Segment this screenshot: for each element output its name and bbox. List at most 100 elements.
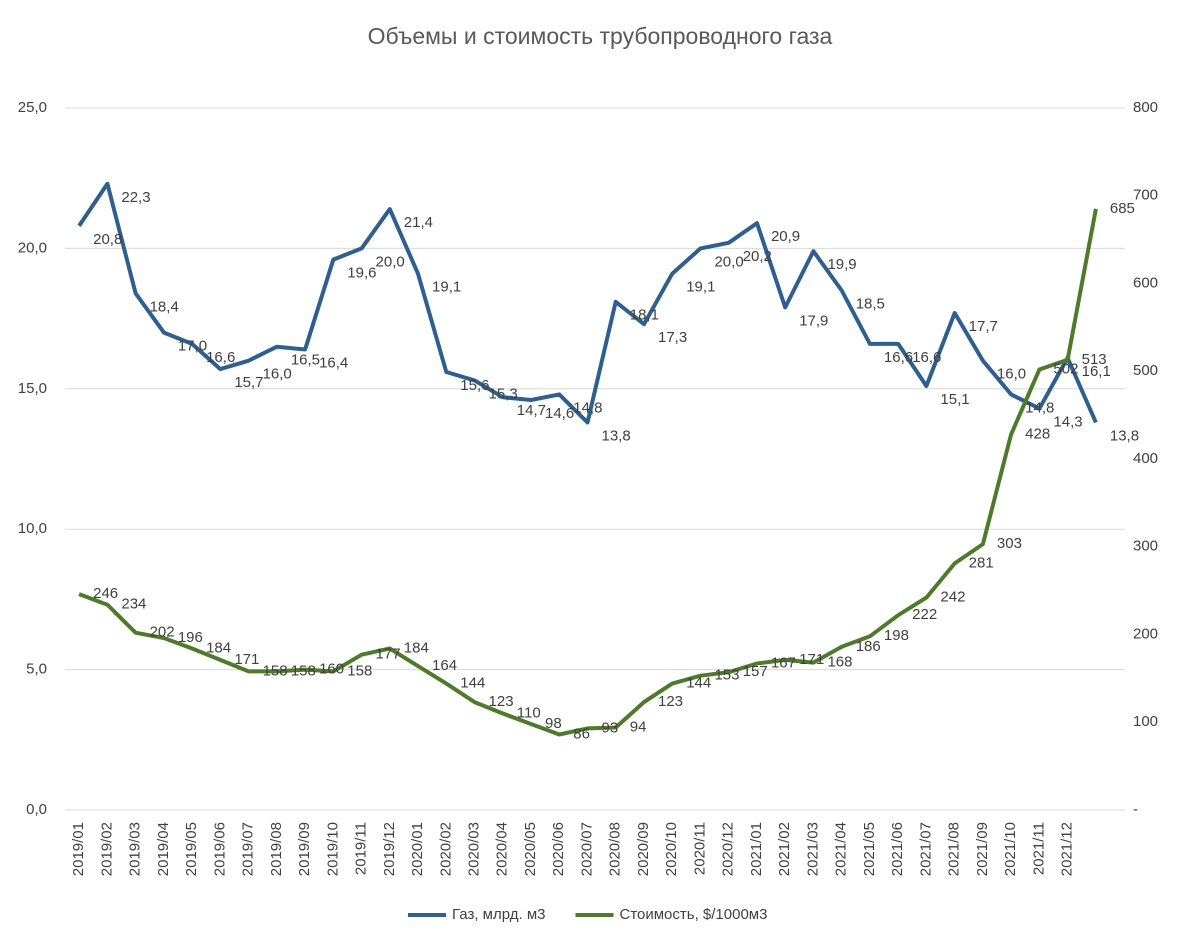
data-label: 144 xyxy=(460,675,485,692)
x-tick-label: 2020/10 xyxy=(663,822,680,876)
data-label: 281 xyxy=(969,554,994,571)
data-label: 158 xyxy=(291,662,316,679)
x-tick-label: 2020/09 xyxy=(635,822,652,876)
data-label: 93 xyxy=(602,719,619,736)
data-label: 16,6 xyxy=(912,349,941,366)
x-tick-label: 2019/08 xyxy=(268,822,285,876)
data-label: 222 xyxy=(912,606,937,623)
x-tick-label: 2021/05 xyxy=(861,822,878,876)
data-label: 513 xyxy=(1082,351,1107,368)
data-label: 157 xyxy=(743,663,768,680)
y-tick-label: 700 xyxy=(1133,187,1158,204)
x-tick-label: 2021/11 xyxy=(1030,822,1047,875)
series-line xyxy=(78,208,1098,737)
data-label: 186 xyxy=(856,638,881,655)
data-label: 20,0 xyxy=(714,253,743,270)
x-tick-label: 2021/06 xyxy=(889,822,906,876)
data-label: 168 xyxy=(827,654,852,671)
x-tick-label: 2020/05 xyxy=(522,822,539,876)
data-label: 86 xyxy=(573,726,590,743)
x-tick-label: 2019/12 xyxy=(381,822,398,876)
x-tick-label: 2020/04 xyxy=(494,822,511,876)
data-label: 123 xyxy=(658,693,683,710)
data-label: 184 xyxy=(404,640,429,657)
y-tick-label: 0,0 xyxy=(26,801,47,818)
data-label: 22,3 xyxy=(121,189,150,206)
data-label: 16,6 xyxy=(206,349,235,366)
y-tick-label: 600 xyxy=(1133,274,1158,291)
x-tick-label: 2020/01 xyxy=(409,822,426,876)
data-label: 242 xyxy=(940,589,965,606)
data-label: 14,3 xyxy=(1053,413,1082,430)
data-label: 17,7 xyxy=(969,318,998,335)
x-tick-label: 2021/01 xyxy=(748,822,765,876)
x-tick-label: 2019/02 xyxy=(98,822,115,876)
data-label: 123 xyxy=(489,693,514,710)
data-label: 164 xyxy=(432,657,457,674)
data-label: 16,6 xyxy=(884,349,913,366)
x-tick-label: 2020/08 xyxy=(607,822,624,876)
y-tick-label: 20,0 xyxy=(18,239,47,256)
y-tick-label: 800 xyxy=(1133,99,1158,116)
y-tick-label: - xyxy=(1133,801,1138,818)
data-label: 13,8 xyxy=(602,427,631,444)
y-tick-label: 500 xyxy=(1133,362,1158,379)
x-tick-label: 2019/10 xyxy=(324,822,341,876)
data-label: 14,8 xyxy=(573,399,602,416)
data-label: 16,1 xyxy=(1082,363,1111,380)
data-label: 20,8 xyxy=(93,231,122,248)
x-tick-label: 2019/04 xyxy=(155,822,172,876)
data-label: 110 xyxy=(517,704,541,721)
x-tick-label: 2021/10 xyxy=(1002,822,1019,876)
y-tick-label: 10,0 xyxy=(18,520,47,537)
x-tick-label: 2021/08 xyxy=(946,822,963,876)
data-label: 16,0 xyxy=(997,366,1026,383)
data-label: 20,0 xyxy=(376,253,405,270)
data-label: 17,0 xyxy=(178,338,207,355)
series-line xyxy=(77,181,1098,425)
x-tick-label: 2021/03 xyxy=(804,822,821,876)
x-tick-label: 2021/04 xyxy=(833,822,850,876)
x-tick-label: 2020/06 xyxy=(550,822,567,876)
data-label: 19,6 xyxy=(347,265,376,282)
x-tick-label: 2020/03 xyxy=(465,822,482,876)
y-tick-label: 400 xyxy=(1133,450,1158,467)
data-label: 196 xyxy=(178,629,203,646)
x-tick-label: 2021/12 xyxy=(1059,822,1076,876)
chart-title: Объемы и стоимость трубопроводного газа xyxy=(368,23,833,49)
x-tick-label: 2021/02 xyxy=(776,822,793,876)
data-label: 21,4 xyxy=(404,214,433,231)
data-label: 171 xyxy=(799,651,824,668)
x-tick-label: 2019/11 xyxy=(353,822,370,875)
data-label: 234 xyxy=(121,596,146,613)
x-tick-label: 2019/06 xyxy=(211,822,228,876)
y-tick-label: 100 xyxy=(1133,713,1158,730)
x-tick-label: 2020/11 xyxy=(691,822,708,875)
y-tick-label: 200 xyxy=(1133,625,1158,642)
x-tick-label: 2019/09 xyxy=(296,822,313,876)
data-label: 16,5 xyxy=(291,352,320,369)
legend-label: Газ, млрд. м3 xyxy=(452,906,545,923)
data-label: 18,5 xyxy=(856,295,885,312)
x-tick-label: 2021/09 xyxy=(974,822,991,876)
data-label: 17,3 xyxy=(658,329,687,346)
data-label: 20,9 xyxy=(771,228,800,245)
x-tick-label: 2019/07 xyxy=(240,822,257,876)
data-label: 13,8 xyxy=(1110,427,1139,444)
data-label: 167 xyxy=(771,654,796,671)
data-label: 14,7 xyxy=(517,402,546,419)
data-label: 160 xyxy=(319,661,344,678)
x-tick-label: 2020/02 xyxy=(437,822,454,876)
data-label: 428 xyxy=(1025,425,1050,442)
data-label: 303 xyxy=(997,535,1022,552)
legend-label: Стоимость, $/1000м3 xyxy=(619,906,767,923)
data-label: 19,9 xyxy=(827,256,856,273)
data-label: 184 xyxy=(206,640,231,657)
data-label: 20,2 xyxy=(743,248,772,265)
y-tick-label: 25,0 xyxy=(18,99,47,116)
x-tick-label: 2020/07 xyxy=(578,822,595,876)
data-label: 685 xyxy=(1110,200,1135,217)
y-tick-label: 300 xyxy=(1133,538,1158,555)
data-label: 15,7 xyxy=(234,374,263,391)
